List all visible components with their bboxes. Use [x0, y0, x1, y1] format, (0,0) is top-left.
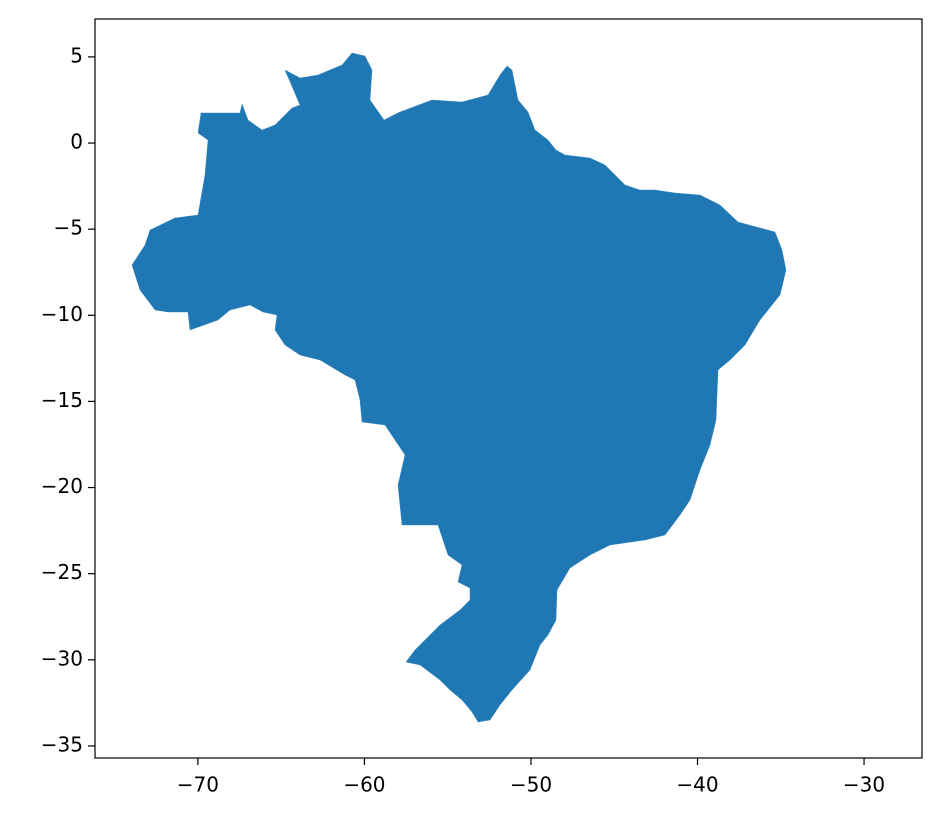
y-tick-label: −10 [41, 302, 83, 326]
y-tick-label: 5 [70, 43, 83, 67]
y-tick-label: −30 [41, 646, 83, 670]
x-tick-label: −40 [676, 773, 718, 797]
y-tick-label: −20 [41, 474, 83, 498]
x-tick-label: −60 [343, 773, 385, 797]
y-tick-label: −35 [41, 732, 83, 756]
x-tick-label: −70 [177, 773, 219, 797]
y-tick-label: −25 [41, 560, 83, 584]
y-tick-label: 0 [70, 130, 83, 154]
plot-frame [94, 18, 923, 759]
x-tick-label: −50 [510, 773, 552, 797]
x-tick-label: −30 [843, 773, 885, 797]
y-tick-label: −15 [41, 388, 83, 412]
country-shape [131, 52, 787, 723]
y-tick-label: −5 [54, 216, 83, 240]
